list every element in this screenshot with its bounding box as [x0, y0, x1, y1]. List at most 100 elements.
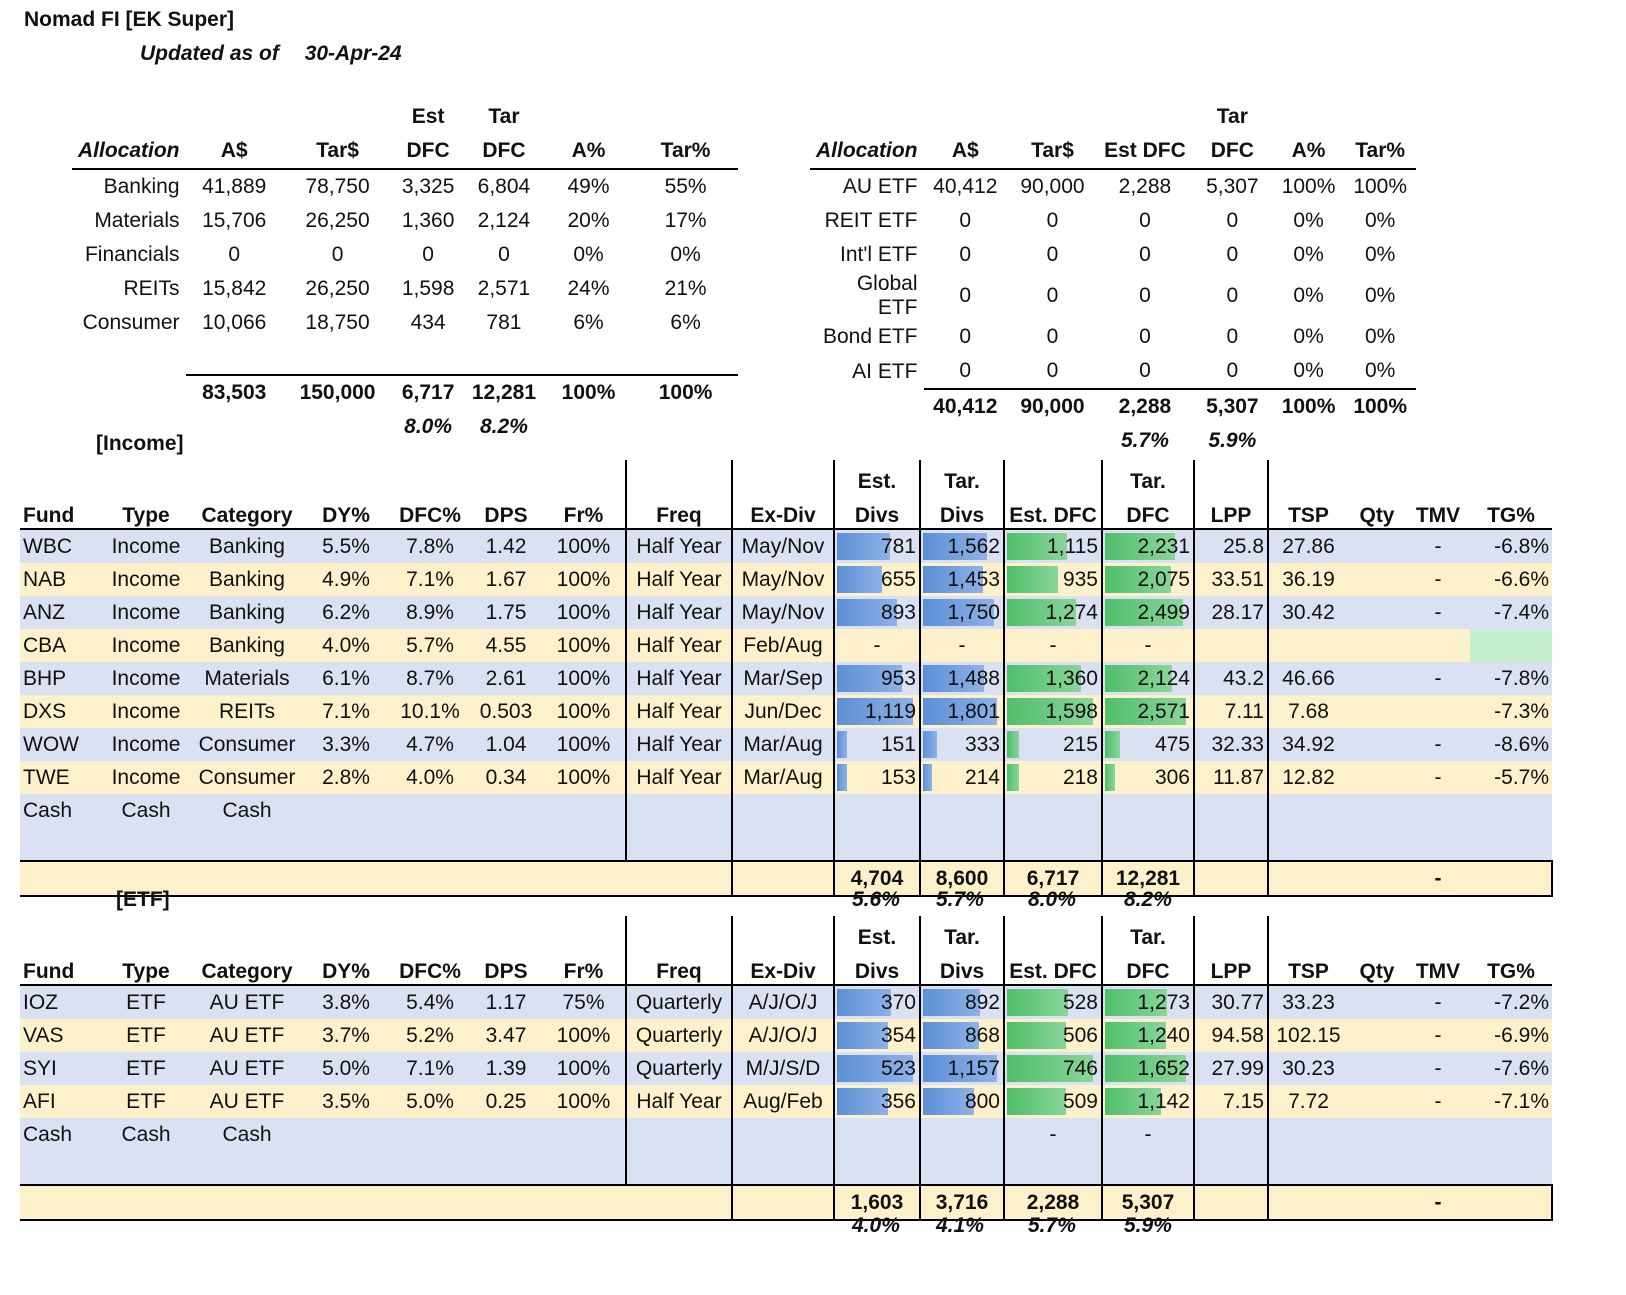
fund-cell-lpp: 28.17 [1193, 596, 1268, 629]
data-bar [1105, 989, 1168, 1016]
fund-row-blank [20, 1151, 1552, 1185]
fund-cell-est-dfc: 1,360 [1003, 662, 1102, 695]
data-bar [1105, 599, 1184, 626]
etf-funds-table: Est. Tar. Tar. Fund Type Category DY% DFC% DPS Fr… [20, 916, 1553, 1221]
fund-cell-category: Consumer [192, 761, 302, 794]
alloc-cell: 90,000 [1020, 175, 1085, 198]
fund-cell-category: REITs [192, 695, 302, 728]
fund-cell-est-divs: - [833, 629, 920, 662]
fund-cell-dps: 4.55 [470, 629, 542, 662]
data-bar-value: 506 [1062, 1023, 1098, 1047]
fund-cell-blank [1470, 827, 1552, 861]
fund-cell-tmv: - [1406, 529, 1470, 563]
fund-row: DXS Income REITs 7.1% 10.1% 0.503 100% Half Yea… [20, 695, 1552, 728]
fund-cell-fund: DXS [20, 695, 100, 728]
funds-total-blank [1267, 860, 1348, 897]
alloc-total-blank [72, 375, 186, 410]
fund-cell-tmv: - [1406, 662, 1470, 695]
fund-cell-lpp [1193, 629, 1268, 662]
data-bar [923, 764, 933, 791]
fund-cell-category: AU ETF [192, 1052, 302, 1085]
funds-header-top-cell [192, 916, 302, 950]
alloc-total-cell: 90,000 [1007, 388, 1098, 424]
alloc-cell: 434 [410, 311, 446, 334]
fund-cell-tar-divs: 1,453 [919, 563, 1004, 596]
funds-total-est-divs: 1,603 [833, 1184, 920, 1221]
funds-header-qty: Qty [1348, 950, 1406, 986]
fund-cell-dps: 1.17 [470, 985, 542, 1019]
fund-cell-freq: Half Year [625, 596, 732, 629]
fund-cell-est-divs: 655 [833, 563, 920, 596]
alloc-yield-blank [1344, 424, 1416, 458]
alloc-cell: 15,842 [202, 277, 267, 300]
funds-total-tmv: - [1406, 1184, 1470, 1221]
alloc-cell: 0 [1226, 243, 1239, 266]
fund-cell-type: ETF [100, 985, 192, 1019]
alloc-row-label: REIT ETF [824, 209, 918, 232]
fund-cell-tar-divs: 333 [919, 728, 1004, 761]
fund-row: TWE Income Consumer 2.8% 4.0% 0.34 100% Half Ye… [20, 761, 1552, 794]
alloc-yield-blank [810, 424, 924, 458]
funds-total-blank [100, 860, 192, 897]
fund-cell-tg [1470, 1118, 1552, 1151]
fund-cell-qty [1348, 596, 1406, 629]
fund-cell-category: Banking [192, 529, 302, 563]
fund-cell-fund: NAB [20, 563, 100, 596]
alloc-row: Int'l ETF 0 0 0 0 0% 0% [810, 238, 1416, 272]
alloc-cell: 0 [1226, 284, 1239, 307]
data-bar-value: 1,652 [1137, 1056, 1190, 1080]
funds-header-top-cell [20, 916, 100, 950]
fund-cell-tg: -6.9% [1470, 1019, 1552, 1052]
alloc-header-cell: A$ [185, 134, 283, 170]
fund-row: WOW Income Consumer 3.3% 4.7% 1.04 100% Half Ye… [20, 728, 1552, 761]
funds-total-blank [626, 1184, 732, 1221]
fund-cell-exdiv: A/J/O/J [731, 985, 834, 1019]
funds-total-blank [302, 860, 390, 897]
alloc-cell: 0 [1046, 325, 1059, 348]
fund-cell-lpp: 7.11 [1193, 695, 1268, 728]
fund-cell-blank [919, 1151, 1004, 1185]
fund-cell-est-divs: 151 [833, 728, 920, 761]
funds-header-freq: Freq [625, 950, 732, 986]
fund-cell-tsp: 7.68 [1267, 695, 1348, 728]
funds-header-top-row: Est. Tar. Tar. [20, 916, 1552, 950]
fund-cell-dfc: 4.7% [390, 728, 470, 761]
funds-header-top-cell [100, 916, 192, 950]
fund-cell-est-dfc: 935 [1003, 563, 1102, 596]
alloc-yield-row: 5.7% 5.9% [810, 424, 1416, 458]
funds-header-est-dfc: Est. DFC [1003, 494, 1102, 530]
fund-cell-tar-divs: 1,488 [919, 662, 1004, 695]
fund-cell-fr: 100% [542, 761, 626, 794]
data-bar-value: 1,562 [947, 534, 1000, 558]
fund-cell-exdiv: Feb/Aug [731, 629, 834, 662]
fund-cell-fund: VAS [20, 1019, 100, 1052]
fund-cell-tg: -8.6% [1470, 728, 1552, 761]
alloc-cell: 24% [567, 277, 610, 300]
funds-total-blank [1470, 860, 1553, 897]
fund-cell-tar-divs: 1,157 [919, 1052, 1004, 1085]
data-bar-value: 306 [1154, 765, 1190, 789]
fund-cell-tar-dfc: - [1101, 629, 1194, 662]
alloc-yield-row: 8.0% 8.2% [72, 410, 738, 444]
fund-cell-tar-dfc: 2,075 [1101, 563, 1194, 596]
fund-row: Cash Cash Cash - - [20, 1118, 1552, 1151]
funds-total-tar-divs: 3,716 [919, 1184, 1004, 1221]
fund-cell-tsp: 30.42 [1267, 596, 1348, 629]
alloc-header-cell: A% [1272, 134, 1345, 170]
alloc-total-cell: 100% [633, 374, 738, 410]
data-bar [923, 566, 983, 593]
funds-total-row: 4,704 8,600 6,717 12,281 - [20, 860, 1553, 897]
alloc-yield-blank [283, 410, 392, 444]
alloc-row-label: Banking [103, 175, 180, 198]
data-bar [837, 533, 890, 560]
fund-cell-blank [731, 1151, 834, 1185]
alloc-spacer-cell [633, 340, 738, 375]
funds-yield-2: 8.0% [1028, 888, 1076, 911]
fund-cell-exdiv: Mar/Aug [731, 761, 834, 794]
data-bar-value: 781 [880, 534, 916, 558]
alloc-header-allocation: Allocation [810, 134, 924, 170]
fund-cell-dps: 2.61 [470, 662, 542, 695]
fund-cell-est-dfc: - [1003, 1118, 1102, 1151]
fund-cell-tar-divs: 1,562 [919, 529, 1004, 563]
alloc-header-allocation: Allocation [72, 134, 186, 170]
